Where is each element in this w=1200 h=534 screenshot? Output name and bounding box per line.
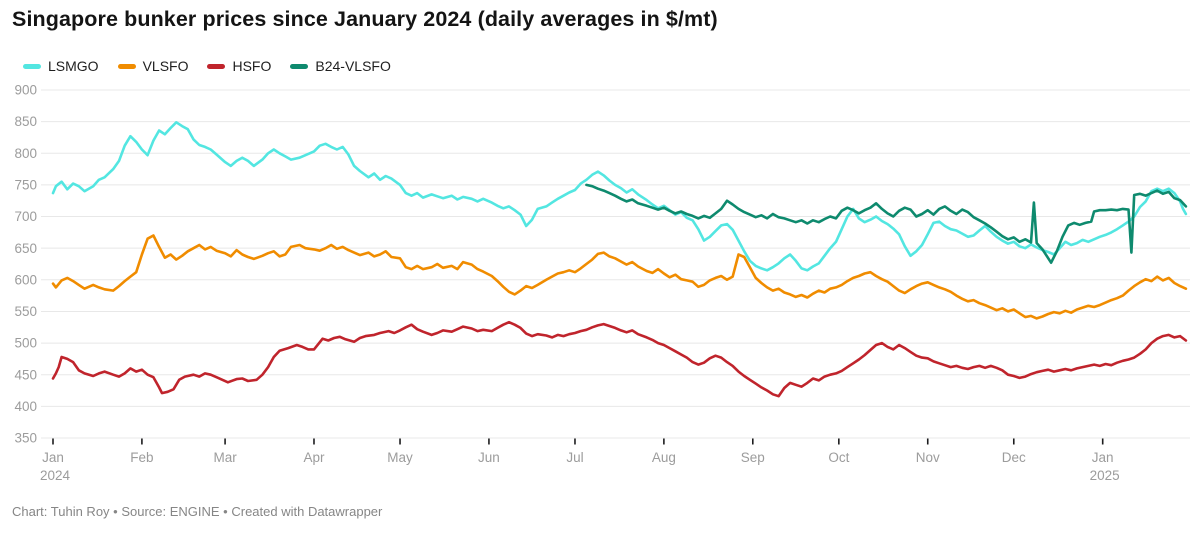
x-axis-tick-label: Jan	[42, 450, 64, 465]
legend-label: VLSFO	[142, 58, 189, 74]
x-axis-tick-label: Nov	[916, 450, 940, 465]
series-line-vlsfo	[51, 234, 1188, 320]
y-axis-tick-label: 700	[14, 209, 37, 224]
legend-item-vlsfo: VLSFO	[117, 58, 189, 74]
x-axis-tick-label: Jun	[478, 450, 500, 465]
legend-swatch-icon	[207, 63, 226, 69]
x-axis-tick-label: Feb	[130, 450, 153, 465]
series-line-b24-vlsfo	[585, 183, 1188, 265]
legend-swatch-icon	[23, 63, 41, 69]
chart-canvas: 350 400 450 500 550 600 650 700 750 800 850 900 Jan 2…	[14, 83, 1190, 483]
legend-swatch-icon	[290, 63, 309, 69]
x-axis-tick-label: May	[387, 450, 413, 465]
y-axis-tick-label: 600	[14, 272, 37, 287]
x-axis-year-label: 2025	[1090, 468, 1120, 483]
x-axis-tick-label: Dec	[1002, 450, 1026, 465]
y-axis-tick-label: 650	[14, 241, 37, 256]
x-axis-tick-label: Jul	[566, 450, 583, 465]
x-axis-tick-label: Oct	[828, 450, 849, 465]
x-axis-tick-label: Sep	[741, 450, 765, 465]
x-axis-tick-label: Jan	[1092, 450, 1114, 465]
x-axis-year-label: 2024	[40, 468, 71, 483]
series-line-lsmgo	[51, 121, 1188, 272]
legend: LSMGO VLSFO HSFO B24-VLSFO	[23, 58, 391, 74]
x-axis-tick-label: Apr	[303, 450, 325, 465]
legend-label: B24-VLSFO	[315, 58, 391, 74]
series-line-hsfo	[51, 320, 1188, 398]
chart-footer: Chart: Tuhin Roy • Source: ENGINE • Crea…	[12, 504, 383, 519]
legend-item-hsfo: HSFO	[207, 58, 271, 74]
y-axis-tick-label: 850	[14, 114, 37, 129]
y-axis-tick-label: 550	[14, 304, 37, 319]
chart-title: Singapore bunker prices since January 20…	[12, 7, 718, 31]
y-axis-tick-label: 350	[14, 431, 37, 446]
y-axis-tick-label: 450	[14, 367, 37, 382]
y-axis-tick-label: 400	[14, 399, 37, 414]
legend-label: LSMGO	[48, 58, 99, 74]
legend-swatch-icon	[117, 63, 136, 69]
legend-label: HSFO	[232, 58, 272, 74]
y-axis-tick-label: 500	[14, 336, 37, 351]
x-axis-tick-label: Mar	[213, 450, 237, 465]
x-axis-tick-label: Aug	[652, 450, 676, 465]
y-axis-tick-label: 800	[14, 146, 37, 161]
legend-item-lsmgo: LSMGO	[23, 58, 99, 74]
y-axis-tick-label: 750	[14, 178, 37, 193]
legend-item-b24-vlsfo: B24-VLSFO	[290, 58, 391, 74]
y-axis-tick-label: 900	[14, 83, 37, 98]
